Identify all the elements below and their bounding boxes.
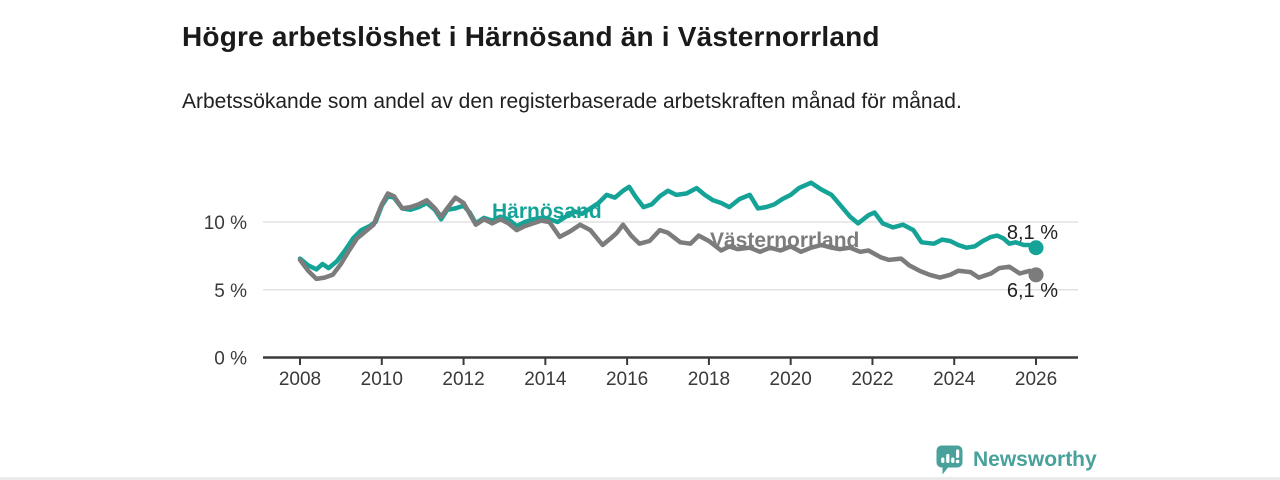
x-tick-label-2022: 2022 (851, 369, 893, 390)
x-tick-label-2026: 2026 (1015, 369, 1057, 390)
series-line-Västernorrland (297, 191, 1039, 282)
series-end-label-Västernorrland: 6,1 % (1007, 280, 1058, 302)
x-tick-label-2016: 2016 (606, 369, 648, 390)
series-name-label-Härnösand: Härnösand (492, 200, 602, 223)
x-tick-label-2018: 2018 (688, 369, 730, 390)
bar-chart-speech-bubble-icon (936, 445, 963, 475)
y-tick-label-0: 0 % (214, 349, 247, 370)
series-end-dot-Härnösand (1028, 240, 1044, 256)
x-tick-label-2024: 2024 (933, 369, 976, 390)
bottom-border (0, 477, 1280, 480)
y-tick-label-5: 5 % (214, 281, 247, 302)
branding-logo-text: Newsworthy (973, 448, 1097, 471)
x-tick-label-2010: 2010 (361, 369, 403, 390)
x-tick-label-2014: 2014 (524, 369, 567, 390)
series-line-Härnösand (297, 180, 1039, 272)
chart-subtitle: Arbetssökande som andel av den registerb… (182, 90, 962, 113)
series-end-label-Härnösand: 8,1 % (1007, 222, 1058, 244)
series-name-label-Västernorrland: Västernorrland (710, 229, 859, 252)
branding: Newsworthy (936, 445, 1097, 475)
x-tick-label-2008: 2008 (279, 369, 321, 390)
x-tick-label-2012: 2012 (442, 369, 484, 390)
series-end-dot-Västernorrland (1028, 267, 1044, 283)
y-tick-label-10: 10 % (204, 213, 247, 234)
page-title: Högre arbetslöshet i Härnösand än i Väst… (182, 20, 880, 52)
x-tick-label-2020: 2020 (770, 369, 812, 390)
